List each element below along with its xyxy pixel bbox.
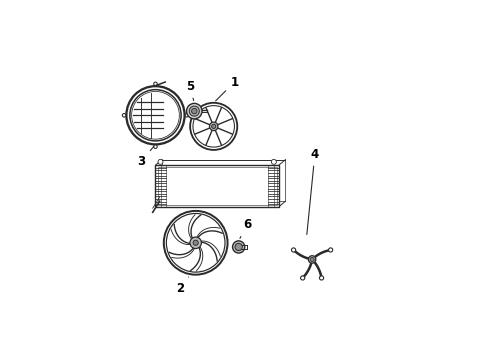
Circle shape — [271, 159, 276, 164]
Circle shape — [154, 145, 157, 148]
Circle shape — [185, 113, 189, 117]
Circle shape — [190, 103, 237, 150]
Circle shape — [212, 124, 216, 129]
Text: 6: 6 — [240, 218, 251, 238]
Circle shape — [235, 243, 243, 251]
Text: 5: 5 — [186, 80, 194, 101]
Circle shape — [319, 276, 323, 280]
Circle shape — [122, 113, 126, 117]
Circle shape — [209, 122, 218, 131]
Circle shape — [329, 248, 333, 252]
Circle shape — [158, 159, 163, 164]
Circle shape — [190, 237, 201, 248]
Circle shape — [126, 86, 185, 144]
Circle shape — [292, 248, 295, 252]
Circle shape — [164, 211, 227, 275]
Circle shape — [154, 82, 157, 86]
Circle shape — [193, 240, 198, 246]
Text: 1: 1 — [216, 76, 239, 101]
Text: 4: 4 — [307, 148, 319, 234]
Circle shape — [233, 241, 245, 253]
Polygon shape — [155, 165, 279, 207]
Text: 3: 3 — [138, 147, 154, 167]
Circle shape — [310, 257, 314, 261]
Circle shape — [192, 108, 197, 114]
Circle shape — [189, 106, 199, 116]
Circle shape — [300, 276, 305, 280]
Circle shape — [308, 256, 316, 263]
Text: 2: 2 — [176, 277, 189, 295]
Circle shape — [187, 103, 202, 119]
